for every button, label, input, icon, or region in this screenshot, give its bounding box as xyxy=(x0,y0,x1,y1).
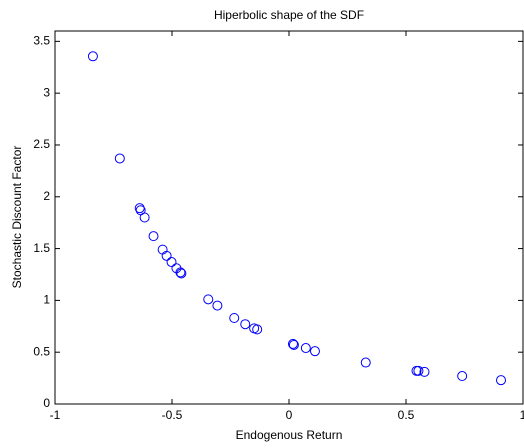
point xyxy=(134,203,145,214)
point xyxy=(176,268,187,279)
y-tick-label: 2 xyxy=(43,189,50,203)
y-tick-label: 3.5 xyxy=(33,34,50,48)
point xyxy=(413,365,424,376)
point xyxy=(252,324,263,335)
point xyxy=(87,51,98,62)
x-tick-label: -0.5 xyxy=(162,408,183,422)
point xyxy=(175,267,186,278)
chart-title: Hiperbolic shape of the SDF xyxy=(214,8,364,22)
point xyxy=(496,375,507,386)
x-tick-label: 1 xyxy=(520,408,524,422)
point xyxy=(161,250,172,261)
point xyxy=(166,257,177,268)
x-tick-label: 0.5 xyxy=(398,408,415,422)
point xyxy=(229,313,240,324)
y-tick-label: 2.5 xyxy=(33,137,50,151)
point xyxy=(300,343,311,354)
point xyxy=(203,294,214,305)
y-axis-label: Stochastic Discount Factor xyxy=(10,146,24,289)
y-tick-label: 1 xyxy=(43,293,50,307)
point xyxy=(419,366,430,377)
point xyxy=(114,153,125,164)
y-tick-label: 1.5 xyxy=(33,241,50,255)
y-tick-label: 0 xyxy=(43,396,50,410)
point xyxy=(288,339,299,350)
point xyxy=(360,357,371,368)
x-tick-label: -1 xyxy=(50,408,61,422)
point xyxy=(148,231,159,242)
point xyxy=(139,212,150,223)
y-tick-label: 0.5 xyxy=(33,344,50,358)
point xyxy=(309,346,320,357)
point xyxy=(240,319,251,330)
axes-box xyxy=(54,30,524,405)
x-tick-label: 0 xyxy=(286,408,293,422)
point xyxy=(287,338,298,349)
point xyxy=(212,300,223,311)
x-axis-label: Endogenous Return xyxy=(236,428,343,442)
y-tick-label: 3 xyxy=(43,85,50,99)
point xyxy=(457,371,468,382)
